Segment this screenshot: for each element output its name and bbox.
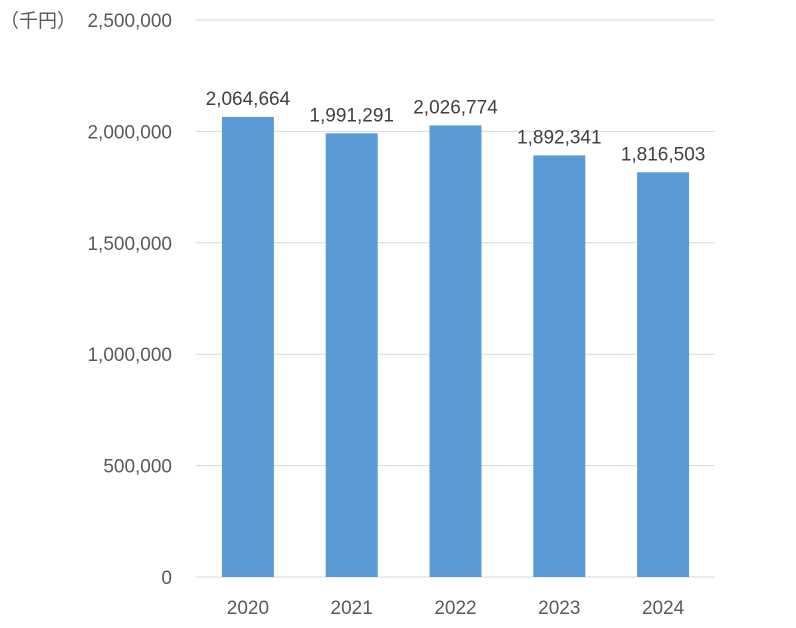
x-tick-label: 2022 <box>434 598 476 619</box>
x-tick-label: 2021 <box>331 598 373 619</box>
y-tick-label: 500,000 <box>103 457 172 478</box>
x-tick-label: 2024 <box>642 598 685 619</box>
y-axis-ticks: 0 500,000 1,000,000 1,500,000 2,000,000 2,500… <box>87 11 172 589</box>
data-label: 1,892,341 <box>517 127 602 148</box>
bar <box>429 125 482 577</box>
bars <box>221 116 690 578</box>
y-tick-label: 1,500,000 <box>87 234 172 255</box>
data-label: 2,064,664 <box>206 89 291 110</box>
y-tick-label: 1,000,000 <box>87 345 172 366</box>
x-axis-ticks: 2020 2021 2022 2023 2024 <box>227 598 685 619</box>
data-labels: 2,064,664 1,991,291 2,026,774 1,892,341 1,81… <box>206 89 706 165</box>
data-label: 2,026,774 <box>413 97 498 118</box>
y-tick-label: 2,000,000 <box>87 122 172 143</box>
x-tick-label: 2023 <box>538 598 580 619</box>
bar <box>325 133 378 577</box>
bar <box>533 155 586 578</box>
y-tick-label: 2,500,000 <box>87 11 172 32</box>
bar <box>221 116 274 577</box>
bar <box>637 172 690 577</box>
unit-label: （千円） <box>0 10 76 32</box>
y-tick-label: 0 <box>161 568 172 589</box>
x-tick-label: 2020 <box>227 598 269 619</box>
data-label: 1,991,291 <box>309 105 394 126</box>
data-label: 1,816,503 <box>621 144 706 165</box>
